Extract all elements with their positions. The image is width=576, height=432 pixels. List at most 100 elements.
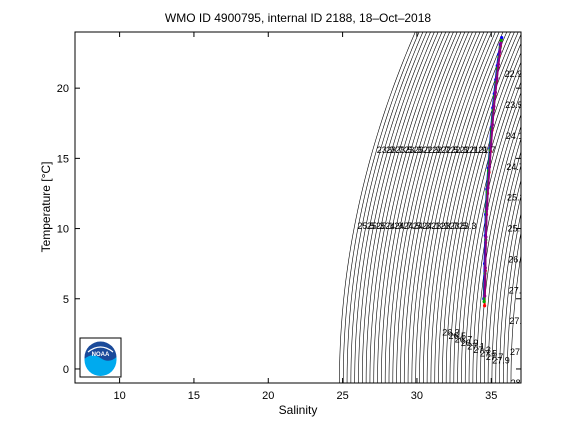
contour-label: 22.9 (423, 145, 441, 155)
density-contour-line (419, 32, 496, 383)
contour-label: 27.9 (510, 347, 528, 357)
density-contour-line (449, 42, 521, 383)
density-contour-line (346, 32, 424, 383)
logo-text: NOAA (92, 352, 110, 358)
contour-label: 27.9 (492, 356, 510, 366)
profile-point (500, 36, 504, 40)
density-contour-line (381, 32, 458, 383)
density-contour-line (339, 32, 416, 383)
profile-point (483, 266, 487, 270)
profile-point (498, 50, 502, 54)
logo-wave (84, 355, 117, 376)
density-contour-line (430, 32, 508, 383)
contour-label: 21.7 (478, 145, 496, 155)
y-tick-label: 5 (63, 294, 69, 306)
x-tick-label: 25 (336, 390, 348, 402)
density-contour-line (403, 32, 481, 383)
profile-line (483, 43, 502, 296)
density-contour-line (480, 125, 521, 383)
contour-label: 23.3 (404, 145, 422, 155)
profile-point (485, 207, 489, 211)
density-contour-line (365, 32, 443, 383)
profile-point (499, 38, 503, 43)
profile-point (489, 144, 493, 148)
contour-label: 22.1 (460, 145, 478, 155)
contour-labels: 23.923.723.523.323.122.922.722.522.322.1… (358, 69, 529, 388)
profile-point (496, 62, 500, 66)
profile-point (495, 76, 499, 80)
contour-label: 23.5 (450, 221, 468, 231)
contour-label: 23.5 (395, 145, 413, 155)
x-tick-label: 10 (113, 390, 125, 402)
x-tick-label: 30 (411, 390, 423, 402)
density-contour-line (434, 32, 511, 383)
x-axis-title: Salinity (279, 403, 318, 417)
contour-label: 25.9 (508, 224, 526, 234)
density-contour-line (491, 164, 521, 383)
contour-label: 25.3 (507, 193, 525, 203)
density-contour-line (510, 252, 521, 383)
density-contour-line (415, 32, 492, 383)
contour-label: 26.5 (508, 254, 526, 264)
density-contour-line (369, 32, 447, 383)
contour-label: 26.7 (455, 335, 473, 345)
density-contour-line (487, 150, 521, 383)
noaa-logo: NOAA (79, 337, 122, 378)
x-axis: 10 15 20 25 30 35 (113, 32, 497, 402)
logo-gull (87, 346, 114, 353)
contour-label: 22.5 (441, 145, 459, 155)
density-contour-line (464, 81, 521, 383)
density-contour-line (358, 32, 435, 383)
profile-point (482, 299, 486, 304)
contour-label: 24.1 (422, 221, 440, 231)
profile-point (482, 304, 487, 308)
density-contour-line (354, 32, 431, 383)
contour-label: 23.5 (505, 100, 523, 110)
y-tick-label: 0 (63, 364, 69, 376)
contour-label: 21.9 (469, 145, 487, 155)
x-tick-label: 35 (485, 390, 497, 402)
contour-label: 24.7 (394, 221, 412, 231)
density-contour-line (503, 211, 521, 383)
contour-label: 28.3 (511, 378, 529, 388)
density-contour-line (506, 230, 521, 383)
contour-label: 24.5 (404, 221, 422, 231)
x-tick-label: 20 (262, 390, 274, 402)
profile-point (487, 165, 492, 169)
density-contour-line (457, 61, 521, 383)
y-axis-title: Temperature [°C] (39, 162, 53, 253)
y-axis: 0 5 10 15 20 (57, 83, 521, 376)
contour-label: 27.7 (486, 352, 504, 362)
profile-point (493, 90, 498, 94)
contour-label: 26.3 (442, 328, 460, 338)
plot-area: 23.923.723.523.323.122.922.722.522.322.1… (339, 32, 529, 388)
density-contour-line (350, 32, 428, 383)
density-contour-line (468, 91, 521, 383)
contour-label: 23.9 (431, 221, 449, 231)
contour-label: 26.5 (449, 331, 467, 341)
density-contour-line (423, 32, 500, 383)
contour-label: 24.1 (506, 131, 524, 141)
contour-label: 27.1 (467, 342, 485, 352)
density-contour-line (426, 32, 504, 383)
contour-label: 24.9 (385, 221, 403, 231)
density-contour-line (499, 194, 521, 383)
profile-point (483, 294, 487, 298)
density-contour-line (384, 32, 462, 383)
density-contour-line (400, 32, 477, 383)
contour-label: 22.3 (451, 145, 469, 155)
contour-label: 26.9 (461, 338, 479, 348)
density-contour-line (472, 102, 521, 383)
density-contour-line (407, 32, 485, 383)
x-tick-label: 15 (188, 390, 200, 402)
density-contour-line (411, 32, 489, 383)
contour-label: 24.7 (506, 162, 524, 172)
contour-label: 25.1 (376, 221, 394, 231)
profile-point (499, 41, 503, 45)
contour-label: 23.7 (440, 221, 458, 231)
profile-series (482, 36, 504, 308)
contour-label: 27.3 (473, 345, 491, 355)
contour-label: 27.1 (509, 285, 527, 295)
density-contour-line (484, 137, 521, 383)
